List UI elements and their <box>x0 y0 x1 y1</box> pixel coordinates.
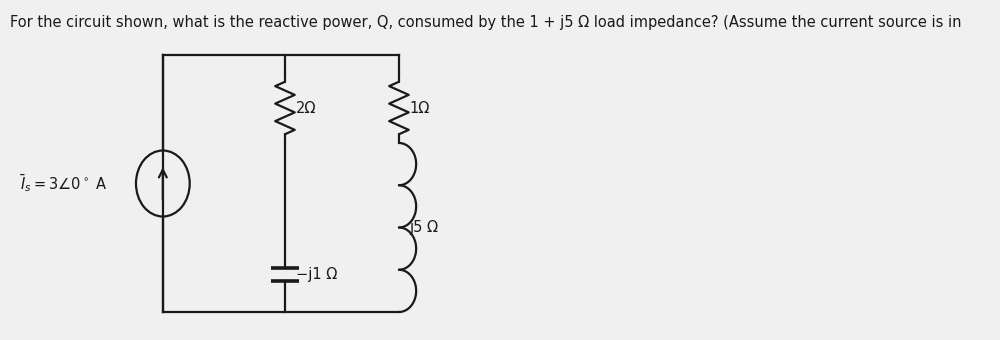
Text: $\bar{I}_s = 3\angle 0^\circ$ A: $\bar{I}_s = 3\angle 0^\circ$ A <box>20 173 108 194</box>
Text: 1Ω: 1Ω <box>410 101 430 116</box>
Text: j5 Ω: j5 Ω <box>410 220 439 235</box>
Text: 2Ω: 2Ω <box>296 101 316 116</box>
Text: −j1 Ω: −j1 Ω <box>296 267 337 282</box>
Text: For the circuit shown, what is the reactive power, Q, consumed by the 1 + j5 Ω l: For the circuit shown, what is the react… <box>10 15 961 30</box>
